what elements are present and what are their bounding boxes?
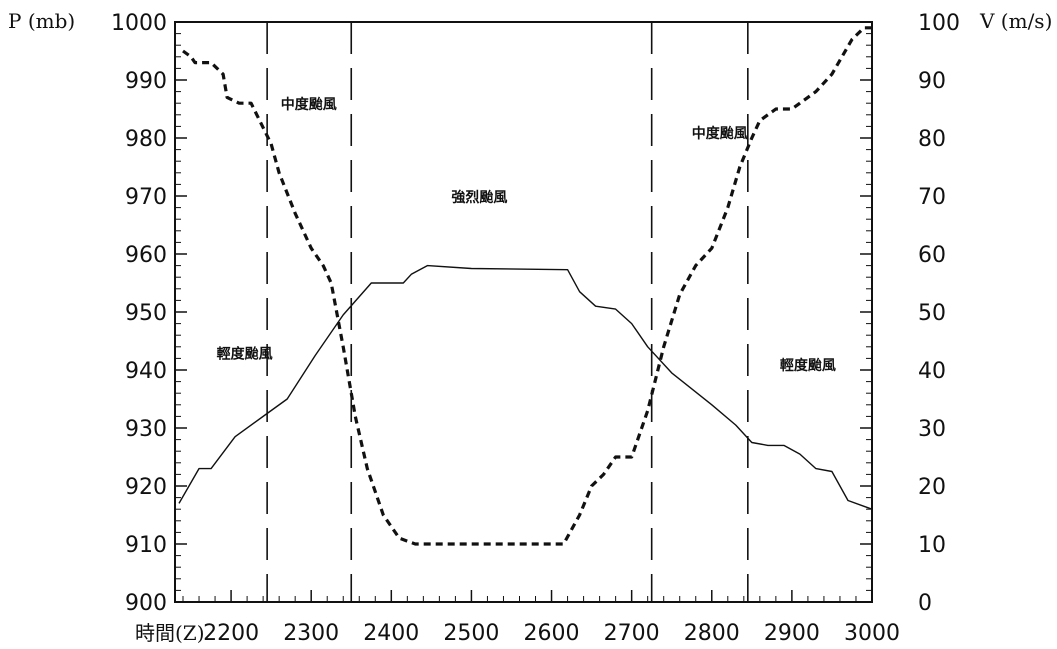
series-lines (178, 26, 876, 546)
zone-label: 中度颱風 (692, 125, 748, 142)
left-tick-label: 980 (125, 127, 167, 152)
x-tick-label: 2800 (684, 621, 740, 646)
left-axis-label: P (mb) (8, 9, 75, 33)
left-tick-label: 970 (125, 185, 167, 210)
left-tick-label: 950 (125, 301, 167, 326)
right-tick-label: 50 (918, 301, 946, 326)
axis-labels: P (mb) V (m/s) 時間(Z) (8, 9, 1052, 645)
right-tick-label: 60 (918, 243, 946, 268)
right-tick-label: 10 (918, 533, 946, 558)
right-tick-label: 30 (918, 417, 946, 442)
zone-label: 強烈颱風 (451, 189, 507, 206)
left-tick-label: 920 (125, 475, 167, 500)
x-tick-label: 2400 (363, 621, 419, 646)
zone-divider-lines (266, 22, 873, 602)
right-tick-label: 20 (918, 475, 946, 500)
left-tick-label: 1000 (111, 11, 167, 36)
right-tick-label: 100 (918, 11, 960, 36)
left-tick-label: 910 (125, 533, 167, 558)
zone-label: 輕度颱風 (217, 345, 273, 362)
axis-ticks: 900 910 920 930 940 950 960 970 980 990 1000 0 10 20 3… (111, 11, 960, 646)
right-tick-label: 80 (918, 127, 946, 152)
plot-border (174, 21, 873, 603)
x-tick-label: 2700 (604, 621, 660, 646)
wind-speed-line (182, 26, 876, 546)
zone-label: 輕度颱風 (780, 357, 836, 374)
x-tick-label: 2300 (283, 621, 339, 646)
left-tick-label: 940 (125, 359, 167, 384)
x-tick-label: 2900 (764, 621, 820, 646)
right-tick-label: 90 (918, 69, 946, 94)
x-tick-label: 2600 (524, 621, 580, 646)
left-tick-label: 900 (125, 591, 167, 616)
left-tick-label: 930 (125, 417, 167, 442)
pressure-line (178, 264, 873, 510)
x-axis-label: 時間(Z) (135, 621, 205, 645)
right-tick-label: 40 (918, 359, 946, 384)
plot-frame (174, 21, 873, 603)
x-tick-label: 3000 (844, 621, 900, 646)
zone-label: 中度颱風 (281, 96, 337, 113)
right-axis-label: V (m/s) (979, 9, 1052, 33)
x-tick-label: 2500 (443, 621, 499, 646)
right-tick-label: 70 (918, 185, 946, 210)
right-tick-label: 0 (918, 591, 932, 616)
x-tick-label: 2200 (203, 621, 259, 646)
left-tick-label: 990 (125, 69, 167, 94)
left-tick-label: 960 (125, 243, 167, 268)
